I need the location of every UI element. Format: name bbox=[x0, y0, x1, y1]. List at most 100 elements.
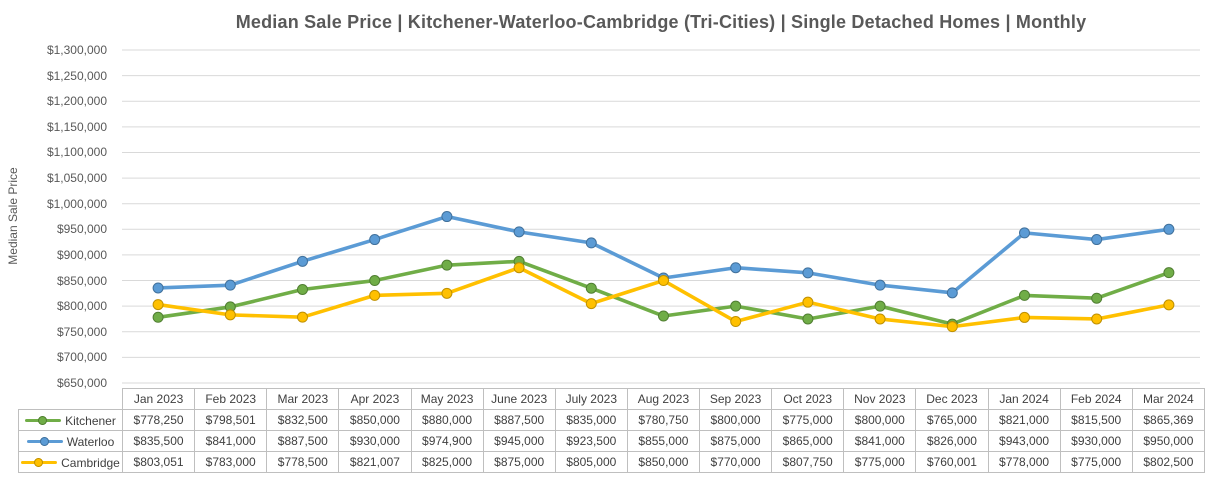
table-cell: $770,000 bbox=[698, 451, 773, 473]
data-point-marker-kitchener bbox=[802, 313, 814, 325]
line-marker-icon bbox=[21, 457, 58, 468]
legend-label: Cambridge bbox=[61, 455, 120, 470]
data-point-marker-cambridge bbox=[1091, 313, 1103, 325]
y-axis-tick-label: $1,300,000 bbox=[46, 43, 107, 57]
table-header-cell: Mar 2024 bbox=[1131, 388, 1206, 410]
table-header-cell: Mar 2023 bbox=[266, 388, 340, 410]
y-axis-tick-label: $850,000 bbox=[56, 273, 107, 288]
data-point-marker-cambridge bbox=[658, 275, 669, 287]
table-cell: $802,500 bbox=[1131, 451, 1206, 473]
y-axis-tick-label: $650,000 bbox=[56, 376, 107, 390]
table-cell: $943,000 bbox=[987, 430, 1061, 452]
y-axis-tick-label: $950,000 bbox=[56, 222, 107, 237]
table-header-cell: July 2023 bbox=[554, 388, 628, 410]
y-axis-tick-label: $1,250,000 bbox=[46, 68, 107, 83]
table-row-kitchener: Kitchener $778,250 $798,501 $832,500 $850,00… bbox=[18, 409, 1206, 431]
table-cell: $887,500 bbox=[482, 409, 556, 431]
data-point-marker-cambridge bbox=[513, 262, 525, 274]
data-point-marker-waterloo bbox=[1091, 234, 1103, 246]
data-point-marker-waterloo bbox=[802, 267, 814, 279]
y-axis-tick-label: $1,100,000 bbox=[46, 145, 107, 160]
table-cell: $800,000 bbox=[698, 409, 773, 431]
table-header-cell: Oct 2023 bbox=[771, 388, 845, 410]
legend-label: Kitchener bbox=[65, 413, 116, 428]
data-point-marker-kitchener bbox=[585, 282, 597, 294]
table-cell: $778,000 bbox=[987, 451, 1061, 473]
table-cell: $760,001 bbox=[915, 451, 989, 473]
table-corner-cell bbox=[19, 389, 123, 410]
y-axis-tick-label: $1,200,000 bbox=[46, 94, 107, 109]
data-point-marker-kitchener bbox=[297, 284, 308, 296]
table-cell: $832,500 bbox=[266, 409, 340, 431]
table-cell: $778,250 bbox=[121, 409, 196, 431]
table-row-cambridge: Cambridge $803,051 $783,000 $778,500 $821,00… bbox=[18, 451, 1206, 473]
data-point-marker-kitchener bbox=[369, 275, 381, 287]
data-point-marker-cambridge bbox=[152, 299, 164, 311]
data-point-marker-cambridge bbox=[946, 321, 958, 333]
table-cell: $855,000 bbox=[626, 430, 701, 452]
table-cell: $880,000 bbox=[410, 409, 484, 431]
table-header-cell: June 2023 bbox=[482, 388, 556, 410]
table-header-cell: Feb 2024 bbox=[1059, 388, 1133, 410]
table-cell: $865,000 bbox=[771, 430, 845, 452]
table-cell: $974,900 bbox=[410, 430, 484, 452]
table-cell: $875,000 bbox=[698, 430, 773, 452]
table-header-cell: Dec 2023 bbox=[915, 388, 989, 410]
table-header-cell: Jan 2023 bbox=[121, 388, 196, 410]
table-cell: $821,007 bbox=[338, 451, 412, 473]
data-point-marker-waterloo bbox=[874, 279, 886, 291]
data-point-marker-waterloo bbox=[946, 287, 958, 299]
table-row-waterloo: Waterloo $835,500 $841,000 $887,500 $930,000… bbox=[18, 430, 1206, 452]
legend-item-cambridge: Cambridge bbox=[18, 451, 123, 473]
table-cell: $875,000 bbox=[482, 451, 556, 473]
data-table: Jan 2023 Feb 2023 Mar 2023 Apr 2023 May 2023… bbox=[18, 388, 1206, 473]
table-cell: $775,000 bbox=[843, 451, 917, 473]
data-point-marker-waterloo bbox=[224, 279, 236, 291]
line-marker-icon bbox=[26, 436, 63, 447]
data-point-marker-waterloo bbox=[513, 226, 525, 238]
data-point-marker-kitchener bbox=[1091, 292, 1103, 304]
table-header-cell: Jan 2024 bbox=[987, 388, 1061, 410]
y-axis-tick-label: $750,000 bbox=[56, 324, 107, 339]
table-cell: $800,000 bbox=[843, 409, 917, 431]
table-cell: $815,500 bbox=[1059, 409, 1133, 431]
table-cell: $835,500 bbox=[121, 430, 196, 452]
data-point-marker-kitchener bbox=[730, 300, 742, 312]
y-axis-tick-label: $1,000,000 bbox=[46, 196, 107, 211]
data-point-marker-cambridge bbox=[1019, 311, 1030, 323]
table-cell: $783,000 bbox=[194, 451, 268, 473]
table-cell: $805,000 bbox=[554, 451, 628, 473]
table-header-cell: Sep 2023 bbox=[698, 388, 773, 410]
legend-item-kitchener: Kitchener bbox=[18, 409, 123, 431]
data-point-marker-cambridge bbox=[874, 313, 886, 325]
data-point-marker-kitchener bbox=[1019, 289, 1030, 301]
table-cell: $930,000 bbox=[338, 430, 412, 452]
data-point-marker-waterloo bbox=[1019, 227, 1030, 239]
y-axis-tick-label: $1,150,000 bbox=[46, 119, 107, 134]
legend-item-waterloo: Waterloo bbox=[18, 430, 123, 452]
data-point-marker-cambridge bbox=[802, 296, 814, 308]
table-cell: $798,501 bbox=[194, 409, 268, 431]
y-axis-tick-label: $800,000 bbox=[56, 299, 107, 314]
data-point-marker-waterloo bbox=[730, 262, 742, 274]
table-header-cell: Aug 2023 bbox=[626, 388, 701, 410]
line-marker-icon bbox=[25, 415, 62, 426]
table-cell: $821,000 bbox=[987, 409, 1061, 431]
table-header-cell: Feb 2023 bbox=[194, 388, 268, 410]
data-point-marker-cambridge bbox=[224, 309, 236, 321]
table-cell: $825,000 bbox=[410, 451, 484, 473]
table-cell: $950,000 bbox=[1131, 430, 1206, 452]
table-cell: $850,000 bbox=[338, 409, 412, 431]
data-point-marker-cambridge bbox=[1163, 299, 1175, 311]
data-point-marker-cambridge bbox=[369, 289, 381, 301]
data-point-marker-waterloo bbox=[441, 211, 453, 223]
table-header-cell: May 2023 bbox=[410, 388, 484, 410]
data-point-marker-cambridge bbox=[297, 311, 308, 323]
data-point-marker-waterloo bbox=[1163, 223, 1175, 235]
data-point-marker-waterloo bbox=[297, 255, 308, 267]
table-cell: $930,000 bbox=[1059, 430, 1133, 452]
table-cell: $865,369 bbox=[1131, 409, 1206, 431]
table-cell: $775,000 bbox=[1059, 451, 1133, 473]
